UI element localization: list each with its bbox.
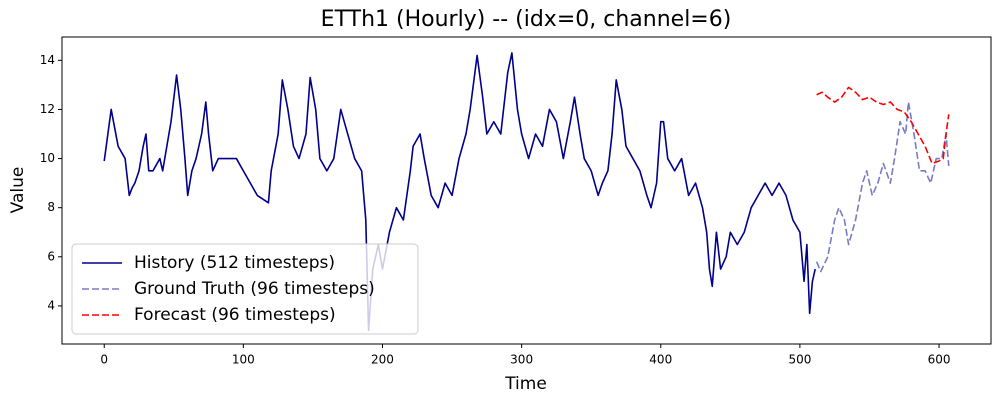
- series-line: [103, 52, 816, 332]
- x-tick-label: 400: [649, 353, 672, 367]
- plot-frame: [61, 36, 992, 345]
- x-tick-label: 600: [928, 353, 951, 367]
- x-tick-label: 200: [371, 353, 394, 367]
- y-tick-label: 12: [40, 102, 55, 116]
- chart-title: ETTh1 (Hourly) -- (idx=0, channel=6): [321, 7, 732, 32]
- y-tick-label: 8: [47, 200, 55, 214]
- y-tick-label: 6: [47, 249, 55, 263]
- legend-label: Ground Truth (96 timesteps): [134, 279, 375, 299]
- legend-box: [71, 243, 419, 335]
- x-tick-label: 0: [100, 353, 108, 367]
- legend-label: History (512 timesteps): [134, 253, 335, 273]
- x-tick-label: 300: [510, 353, 533, 367]
- y-tick-label: 14: [40, 53, 55, 67]
- y-axis-label: Value: [8, 167, 28, 214]
- x-axis-label: Time: [504, 374, 547, 394]
- x-tick-label: 500: [788, 353, 811, 367]
- legend-label: Forecast (96 timesteps): [134, 305, 336, 325]
- y-tick-label: 10: [40, 151, 55, 165]
- y-tick-label: 4: [47, 298, 55, 312]
- legend: History (512 timesteps) Ground Truth (96 …: [71, 243, 419, 335]
- series-line: [815, 101, 950, 273]
- x-tick-label: 100: [232, 353, 255, 367]
- series-line: [816, 86, 950, 165]
